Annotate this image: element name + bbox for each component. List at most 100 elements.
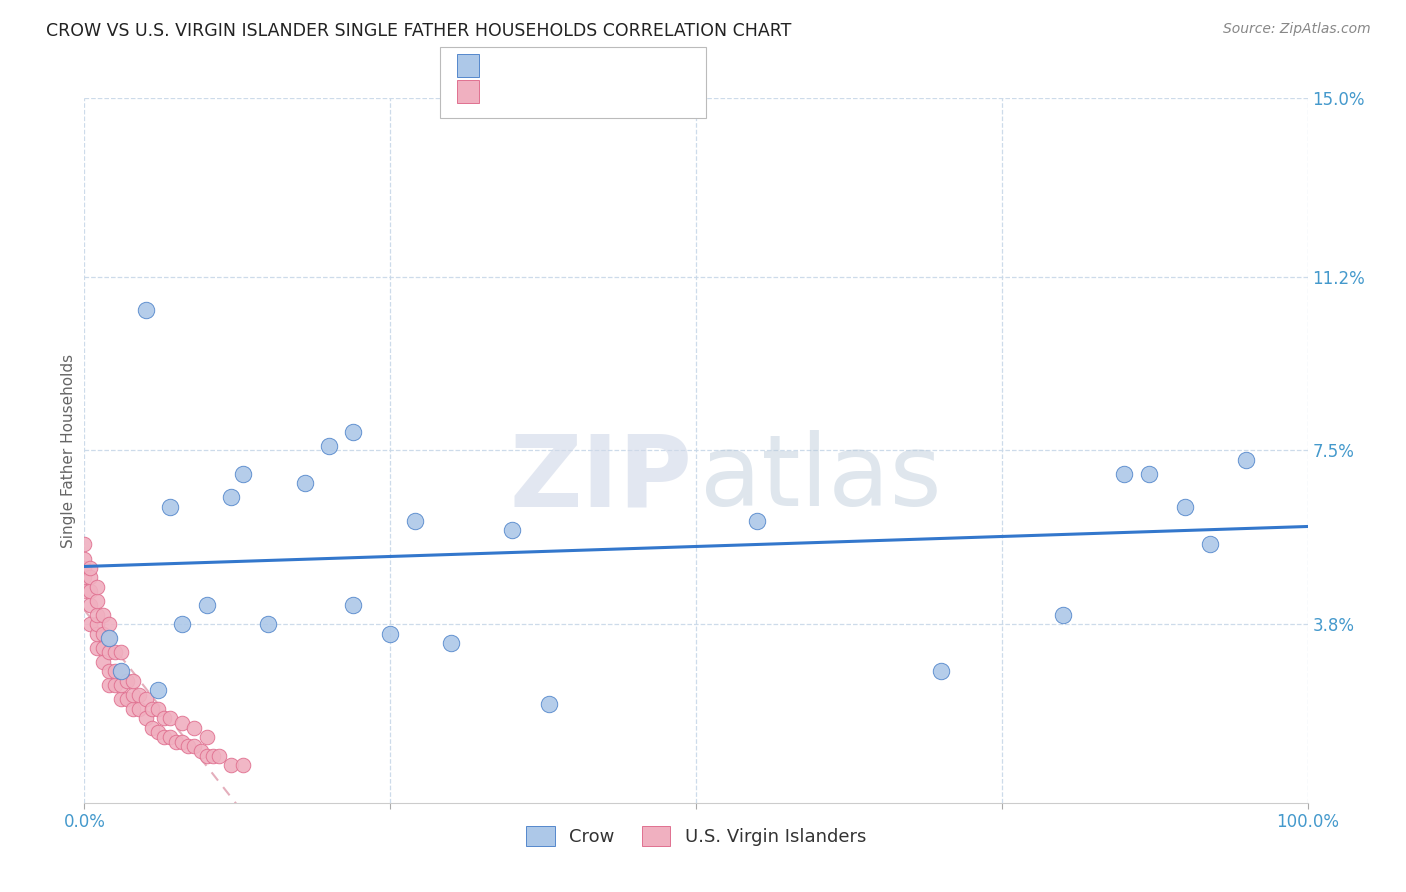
Point [115, 673, 138, 688]
Text: CROW VS U.S. VIRGIN ISLANDER SINGLE FATHER HOUSEHOLDS CORRELATION CHART: CROW VS U.S. VIRGIN ISLANDER SINGLE FATH… [46, 22, 792, 40]
Point [177, 739, 200, 754]
Point [1174, 500, 1197, 514]
Point [135, 692, 157, 706]
Point [97, 678, 120, 692]
Text: ZIP: ZIP [509, 430, 692, 527]
Point [208, 748, 231, 763]
Point [79, 599, 101, 613]
Point [1236, 453, 1258, 467]
Point [172, 715, 194, 730]
Point [86, 640, 108, 655]
Point [110, 692, 132, 706]
Point [79, 584, 101, 599]
Point [79, 617, 101, 632]
Point [110, 665, 132, 679]
Y-axis label: Single Father Households: Single Father Households [60, 353, 76, 548]
Point [318, 439, 340, 453]
Point [232, 758, 254, 772]
Point [929, 665, 952, 679]
Point [502, 524, 524, 538]
Point [195, 599, 218, 613]
Point [91, 607, 114, 622]
Point [97, 645, 120, 659]
Point [159, 730, 181, 744]
Point [79, 570, 101, 584]
Point [404, 514, 426, 528]
Point [86, 607, 108, 622]
Point [747, 514, 769, 528]
Point [195, 730, 218, 744]
Point [1137, 467, 1160, 481]
Point [110, 645, 132, 659]
Text: R =: R = [489, 56, 529, 74]
Point [86, 626, 108, 640]
Point [342, 599, 364, 613]
Point [1114, 467, 1136, 481]
Point [201, 748, 224, 763]
Point [1198, 537, 1220, 551]
Point [146, 725, 169, 739]
Point [232, 467, 254, 481]
Text: 27: 27 [619, 56, 641, 74]
Point [91, 655, 114, 669]
Point [159, 500, 181, 514]
Point [342, 425, 364, 439]
Legend: Crow, U.S. Virgin Islanders: Crow, U.S. Virgin Islanders [519, 818, 873, 854]
Point [91, 640, 114, 655]
Point [380, 626, 402, 640]
Point [294, 476, 316, 491]
Point [73, 570, 96, 584]
Point [135, 711, 157, 725]
Point [97, 632, 120, 646]
Point [79, 561, 101, 575]
Point [91, 626, 114, 640]
Point [128, 688, 150, 702]
Point [195, 748, 218, 763]
Point [73, 551, 96, 566]
Text: atlas: atlas [700, 430, 941, 527]
Point [146, 683, 169, 698]
Point [153, 730, 176, 744]
Point [122, 688, 145, 702]
Point [159, 711, 181, 725]
Point [172, 735, 194, 749]
Point [122, 673, 145, 688]
Point [110, 665, 132, 679]
Text: 62: 62 [619, 83, 641, 101]
Point [97, 632, 120, 646]
Point [219, 758, 242, 772]
Point [115, 692, 138, 706]
Point [153, 711, 176, 725]
Point [122, 702, 145, 716]
Point [104, 665, 127, 679]
Point [183, 721, 205, 735]
Point [128, 702, 150, 716]
Point [73, 584, 96, 599]
Point [219, 491, 242, 505]
Point [110, 678, 132, 692]
Point [257, 617, 280, 632]
Point [104, 645, 127, 659]
Text: N =: N = [574, 83, 626, 101]
Point [440, 636, 463, 650]
Point [183, 739, 205, 754]
Text: R =: R = [489, 83, 529, 101]
Point [97, 617, 120, 632]
Point [538, 697, 561, 711]
Point [190, 744, 212, 758]
Point [1052, 607, 1074, 622]
Point [141, 721, 163, 735]
Point [146, 702, 169, 716]
Point [73, 537, 96, 551]
Point [165, 735, 187, 749]
Point [97, 665, 120, 679]
Point [73, 561, 96, 575]
Point [172, 617, 194, 632]
Text: Source: ZipAtlas.com: Source: ZipAtlas.com [1223, 22, 1371, 37]
Point [86, 580, 108, 594]
Point [104, 678, 127, 692]
Point [86, 617, 108, 632]
Point [86, 594, 108, 608]
Point [135, 302, 157, 317]
Text: 0.273: 0.273 [524, 56, 576, 74]
